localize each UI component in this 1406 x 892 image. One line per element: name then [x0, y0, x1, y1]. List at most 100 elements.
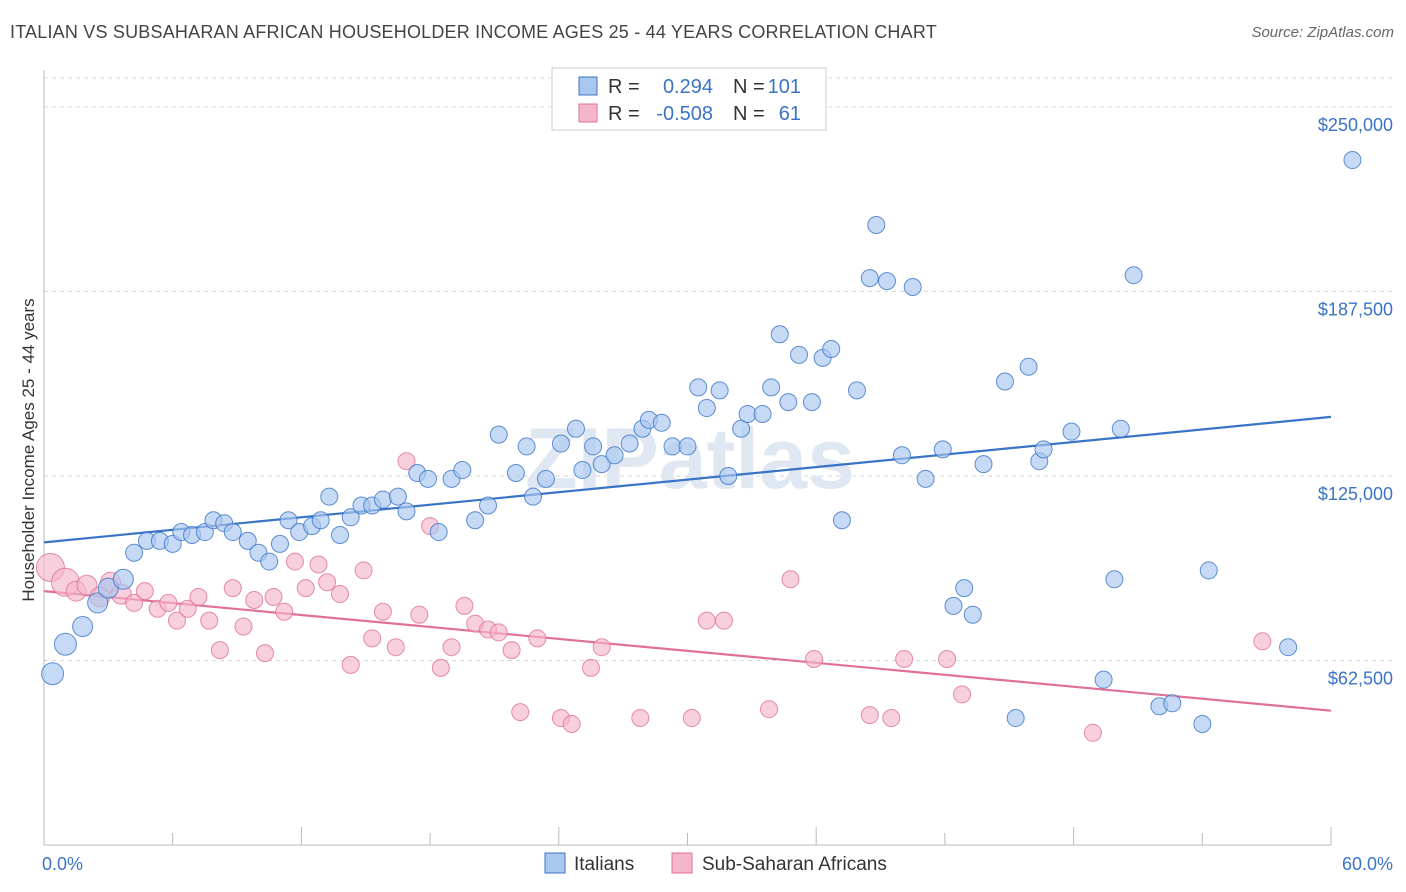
- axes: [43, 70, 1332, 846]
- point-subsaharan-21: [275, 602, 294, 621]
- point-italians-54: [663, 437, 682, 456]
- point-subsaharan-22: [285, 552, 304, 571]
- point-italians-76: [903, 278, 922, 296]
- point-subsaharan-19: [255, 644, 274, 663]
- y-tick-label: $187,500: [1318, 299, 1393, 319]
- point-italians-29: [373, 490, 392, 509]
- point-italians-89: [1094, 670, 1113, 689]
- point-subsaharan-24: [309, 555, 328, 574]
- point-italians-24: [320, 487, 339, 506]
- point-subsaharan-59: [953, 685, 972, 704]
- stats-legend: R = 0.294 N = 101 R = -0.508 N = 61: [551, 67, 827, 131]
- chart-title: ITALIAN VS SUBSAHARAN AFRICAN HOUSEHOLDE…: [10, 22, 937, 42]
- point-italians-56: [689, 378, 708, 397]
- point-italians-33: [418, 469, 437, 488]
- point-subsaharan-13: [189, 588, 208, 606]
- point-italians-84: [1006, 709, 1025, 728]
- point-subsaharan-45: [562, 714, 581, 733]
- point-subsaharan-56: [882, 709, 901, 728]
- point-italians-44: [551, 434, 570, 453]
- point-italians-47: [584, 437, 603, 456]
- point-italians-31: [397, 502, 416, 521]
- point-italians-77: [916, 469, 935, 488]
- trend-lines: [43, 415, 1332, 712]
- point-italians-2: [72, 616, 94, 638]
- legend-r-label-1: R =: [608, 76, 640, 98]
- point-subsaharan-57: [895, 650, 914, 668]
- point-subsaharan-18: [245, 590, 264, 609]
- point-subsaharan-33: [410, 605, 429, 624]
- point-italians-71: [847, 381, 866, 400]
- point-italians-16: [238, 531, 257, 550]
- point-subsaharan-50: [697, 611, 716, 630]
- point-italians-73: [867, 216, 886, 234]
- point-italians-82: [974, 455, 993, 474]
- point-italians-45: [566, 419, 585, 438]
- point-subsaharan-31: [386, 638, 405, 657]
- trend-line-1: [43, 589, 1332, 712]
- point-subsaharan-11: [167, 611, 186, 630]
- grid-lines: [44, 77, 1395, 661]
- legend-swatch-pink: [578, 103, 598, 123]
- legend-n-label-2: N =: [733, 103, 765, 125]
- point-subsaharan-37: [455, 596, 474, 615]
- point-italians-90: [1105, 570, 1124, 589]
- point-italians-1: [53, 632, 77, 656]
- point-subsaharan-61: [1253, 632, 1272, 651]
- point-subsaharan-26: [331, 585, 350, 604]
- legend-r-value-1: 0.294: [663, 76, 713, 98]
- series-legend: Italians Sub-Saharan Africans: [544, 852, 887, 875]
- legend-swatch-blue: [578, 76, 598, 96]
- data-points: [35, 151, 1362, 742]
- y-tick-label: $125,000: [1318, 484, 1393, 504]
- point-subsaharan-42: [511, 703, 530, 722]
- y-tick-labels: $62,500 $125,000 $187,500 $250,000: [1318, 115, 1393, 689]
- point-subsaharan-47: [592, 638, 611, 657]
- x-tick-label-left: 0.0%: [42, 854, 83, 874]
- point-italians-79: [944, 596, 963, 615]
- point-italians-40: [506, 464, 525, 482]
- point-subsaharan-40: [489, 623, 508, 642]
- series-legend-swatch-italians: [544, 852, 566, 874]
- point-italians-19: [270, 534, 289, 553]
- point-italians-64: [770, 325, 789, 344]
- series-legend-swatch-subsaharan: [671, 852, 693, 874]
- point-italians-18: [260, 552, 279, 571]
- point-subsaharan-17: [234, 617, 253, 636]
- point-subsaharan-27: [341, 655, 360, 674]
- point-italians-65: [779, 393, 798, 412]
- point-italians-20: [279, 511, 298, 530]
- point-subsaharan-60: [1083, 723, 1102, 742]
- point-italians-59: [719, 466, 738, 485]
- point-italians-26: [341, 508, 360, 527]
- point-italians-0: [41, 662, 65, 686]
- point-italians-63: [762, 378, 781, 397]
- point-italians-42: [524, 487, 543, 506]
- point-italians-50: [620, 434, 639, 453]
- point-italians-67: [802, 393, 821, 412]
- point-italians-94: [1163, 694, 1182, 713]
- point-italians-92: [1124, 266, 1143, 285]
- point-subsaharan-16: [223, 579, 242, 598]
- point-italians-5: [112, 568, 134, 590]
- point-italians-41: [517, 437, 536, 456]
- point-subsaharan-10: [159, 593, 178, 612]
- point-italians-36: [453, 461, 472, 480]
- y-tick-label: $62,500: [1328, 668, 1393, 688]
- point-subsaharan-54: [805, 650, 824, 668]
- point-italians-39: [489, 425, 508, 444]
- point-subsaharan-35: [431, 658, 450, 677]
- point-italians-3: [87, 592, 109, 614]
- point-italians-80: [955, 579, 974, 598]
- point-italians-62: [753, 404, 772, 423]
- point-subsaharan-8: [135, 582, 154, 601]
- point-italians-87: [1034, 440, 1053, 459]
- point-italians-6: [125, 543, 144, 562]
- y-tick-label: $250,000: [1318, 115, 1393, 135]
- point-italians-70: [832, 511, 851, 530]
- point-italians-83: [995, 372, 1014, 391]
- legend-r-value-2: -0.508: [656, 103, 713, 125]
- point-italians-66: [790, 345, 809, 364]
- point-italians-34: [429, 523, 448, 542]
- point-italians-49: [605, 446, 624, 465]
